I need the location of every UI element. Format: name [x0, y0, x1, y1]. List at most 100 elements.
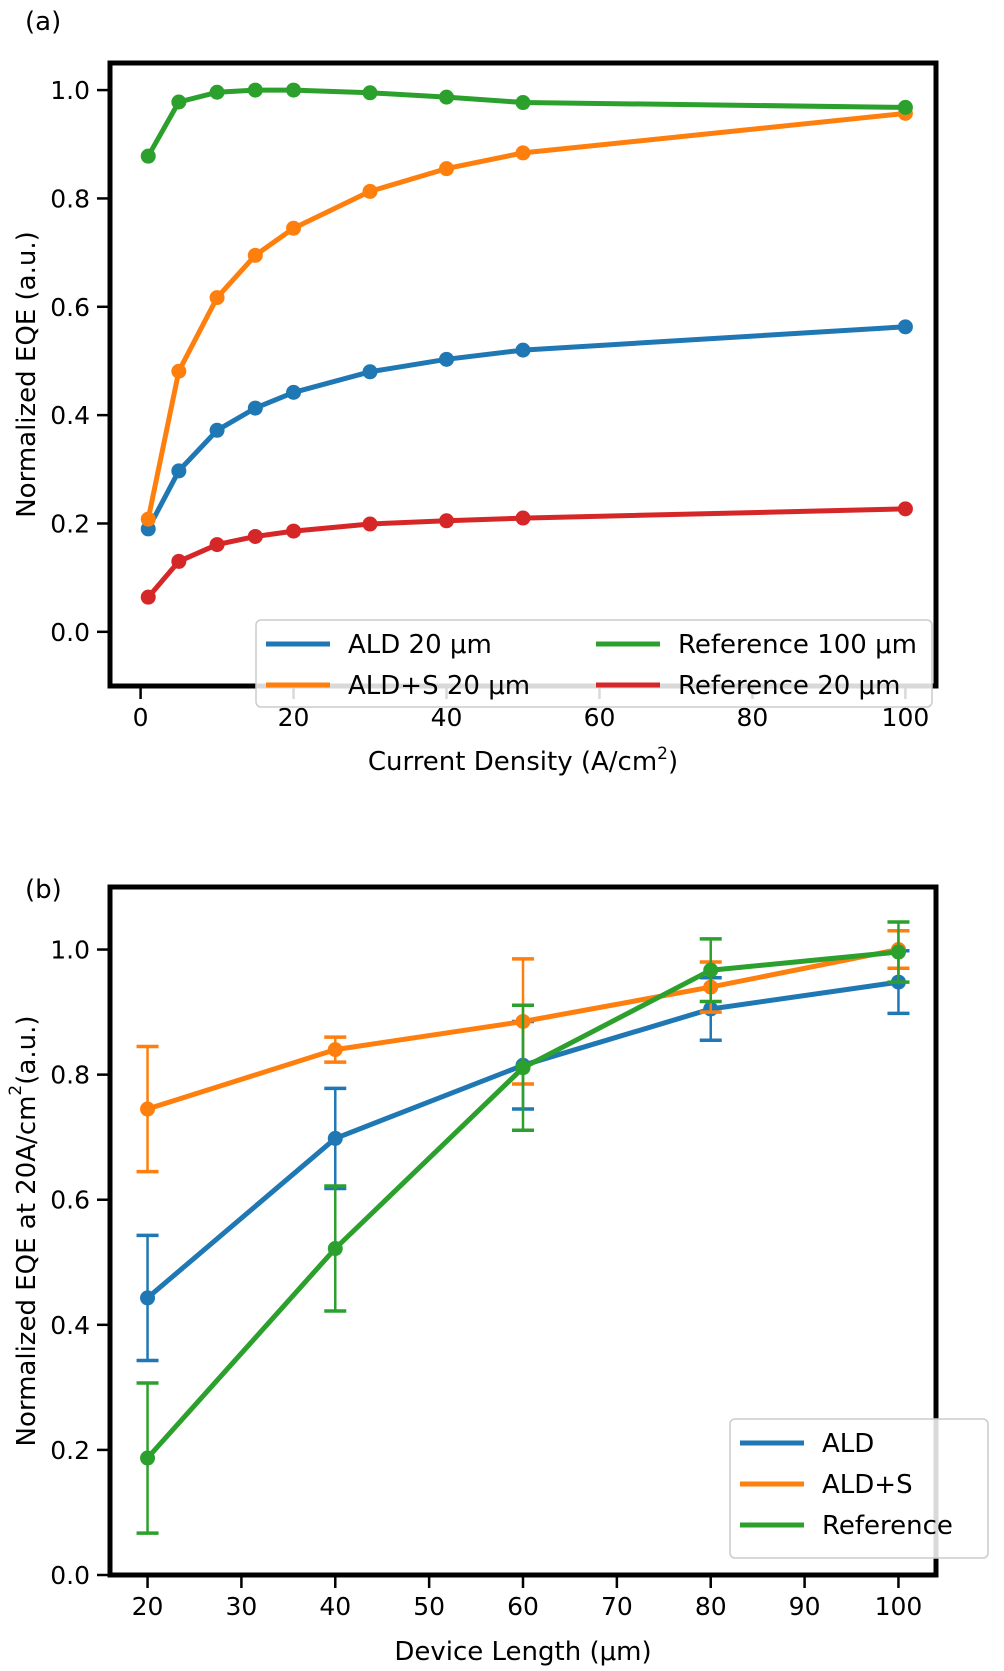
- data-point: [362, 85, 378, 101]
- x-axis-label: Device Length (μm): [394, 1637, 651, 1667]
- legend-label: ALD 20 μm: [348, 630, 492, 660]
- legend-label: Reference 100 μm: [678, 630, 917, 660]
- data-point: [209, 537, 225, 553]
- y-tick-label: 0.6: [50, 293, 90, 322]
- data-point: [362, 183, 378, 199]
- x-tick-label: 70: [601, 1592, 633, 1621]
- data-point: [897, 99, 913, 115]
- y-tick-label: 0.6: [50, 1186, 90, 1215]
- legend: ALD 20 μm Reference 100 μm ALD+S 20 μm Refe…: [255, 619, 933, 708]
- y-axis-label-sup: 2: [6, 1085, 26, 1096]
- data-point: [286, 523, 302, 539]
- data-point: [286, 82, 302, 98]
- x-tick-label: 40: [319, 1592, 351, 1621]
- x-tick-label: 100: [875, 1592, 923, 1621]
- data-point: [247, 82, 263, 98]
- data-point: [327, 1042, 343, 1058]
- panel-label: (a): [25, 7, 61, 37]
- y-tick-label: 0.0: [50, 1561, 90, 1590]
- data-point: [515, 145, 531, 161]
- x-tick-label: 80: [737, 703, 769, 732]
- legend-label: ALD+S 20 μm: [348, 671, 530, 701]
- legend-frame: [255, 619, 933, 708]
- data-point: [515, 1060, 531, 1076]
- data-point: [362, 516, 378, 532]
- legend: ALD ALD+S Reference: [729, 1418, 989, 1559]
- data-point: [439, 161, 455, 177]
- data-point: [209, 422, 225, 438]
- y-axis-label-main: Normalized EQE (a.u.): [12, 231, 42, 518]
- chart-panel-a: (a) 0 20 40 60 80 100 0.0 0.2 0.4 0.6 0.8 1.0 Current…: [12, 7, 939, 777]
- legend-label: ALD: [822, 1429, 874, 1459]
- data-point: [286, 220, 302, 236]
- y-tick-label: 1.0: [50, 76, 90, 105]
- data-point: [362, 364, 378, 380]
- data-point: [515, 95, 531, 111]
- data-point: [247, 247, 263, 263]
- data-point: [327, 1130, 343, 1146]
- x-tick-label: 20: [132, 1592, 164, 1621]
- data-point: [140, 1290, 156, 1306]
- data-point: [515, 342, 531, 358]
- x-tick-label: 100: [882, 703, 930, 732]
- y-tick-label: 0.8: [50, 1061, 90, 1090]
- chart-panel-b: (b) 20 30 40 50 60 70 80 90 100 0.0 0.2 0.4 0.6 0.8 1.0…: [6, 875, 989, 1667]
- series-1: [140, 105, 913, 527]
- data-point: [209, 84, 225, 100]
- data-point: [171, 363, 187, 379]
- series-3: [140, 501, 913, 605]
- x-tick-label: 0: [133, 703, 149, 732]
- data-point: [286, 384, 302, 400]
- series-line: [145, 110, 906, 520]
- y-axis-label-main: Normalized EQE at 20A/cm: [12, 1096, 42, 1447]
- x-tick-label: 80: [695, 1592, 727, 1621]
- x-tick-label: 20: [278, 703, 310, 732]
- y-tick-label: 0.0: [50, 618, 90, 647]
- data-point: [209, 290, 225, 306]
- series-2: [140, 82, 913, 164]
- data-point: [897, 319, 913, 335]
- data-point: [439, 513, 455, 529]
- legend-label: Reference: [822, 1511, 953, 1541]
- x-tick-label: 60: [584, 703, 616, 732]
- data-point: [439, 351, 455, 367]
- x-axis-label-main: Device Length (μm): [394, 1637, 651, 1667]
- x-tick-label: 50: [413, 1592, 445, 1621]
- y-tick-label: 0.4: [50, 401, 90, 430]
- data-point: [140, 1101, 156, 1117]
- series-0: [140, 319, 913, 537]
- x-tick-label: 90: [789, 1592, 821, 1621]
- data-point: [171, 94, 187, 110]
- plot-frame: [107, 884, 939, 1578]
- data-point: [890, 944, 906, 960]
- data-point: [515, 510, 531, 526]
- x-tick-label: 60: [507, 1592, 539, 1621]
- series-2: [136, 920, 910, 1535]
- y-tick-label: 0.2: [50, 1436, 90, 1465]
- data-point: [171, 553, 187, 569]
- x-axis-label-tail: ): [668, 747, 678, 777]
- y-axis-label: Normalized EQE at 20A/cm2(a.u.): [6, 1016, 42, 1447]
- data-point: [703, 962, 719, 978]
- data-point: [140, 148, 156, 164]
- x-axis-label: Current Density (A/cm2): [368, 744, 678, 777]
- data-point: [140, 511, 156, 527]
- x-tick-label: 30: [226, 1592, 258, 1621]
- y-tick-label: 1.0: [50, 936, 90, 965]
- data-point: [140, 589, 156, 605]
- y-tick-label: 0.4: [50, 1311, 90, 1340]
- x-axis-label-main: Current Density (A/cm: [368, 747, 657, 777]
- data-point: [247, 528, 263, 544]
- data-point: [897, 501, 913, 517]
- legend-label: ALD+S: [822, 1470, 913, 1500]
- data-point: [247, 400, 263, 416]
- panel-label: (b): [25, 875, 62, 905]
- legend-label: Reference 20 μm: [678, 671, 900, 701]
- y-tick-label: 0.8: [50, 184, 90, 213]
- y-tick-label: 0.2: [50, 509, 90, 538]
- x-tick-label: 40: [431, 703, 463, 732]
- data-point: [140, 1450, 156, 1466]
- y-axis-label: Normalized EQE (a.u.): [12, 231, 42, 518]
- data-point: [171, 463, 187, 479]
